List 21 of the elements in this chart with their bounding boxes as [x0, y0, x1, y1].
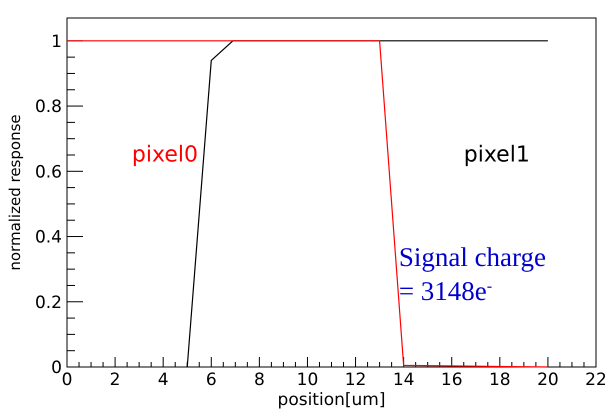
- x-tick-label: 8: [254, 370, 265, 390]
- text: pixel0: [132, 142, 198, 168]
- x-tick-label: 16: [440, 370, 463, 390]
- x-axis-title: position[um]: [278, 390, 386, 409]
- y-tick-label: 0.4: [34, 228, 62, 248]
- y-tick-label: 0.2: [34, 292, 62, 313]
- x-tick-label: 2: [110, 370, 121, 390]
- x-tick-label: 14: [392, 370, 414, 390]
- y-tick-label: 0.6: [34, 162, 62, 182]
- x-tick-label: 4: [158, 370, 169, 390]
- annotation: Signal charge = 3148e$^{-}$: [398, 242, 546, 306]
- y-tick-label: 0.8: [34, 97, 62, 118]
- x-tick-label: 20: [537, 370, 559, 390]
- y-tick-label: 1: [51, 32, 62, 52]
- text: pixel1: [464, 142, 530, 168]
- x-tick-label: 6: [206, 370, 217, 390]
- y-axis-title: normalized response: [6, 114, 24, 271]
- x-tick-label: 22: [585, 370, 605, 390]
- x-tick-label: 18: [489, 370, 511, 390]
- x-tick-label: 10: [296, 370, 318, 390]
- x-tick-label: 12: [344, 370, 366, 390]
